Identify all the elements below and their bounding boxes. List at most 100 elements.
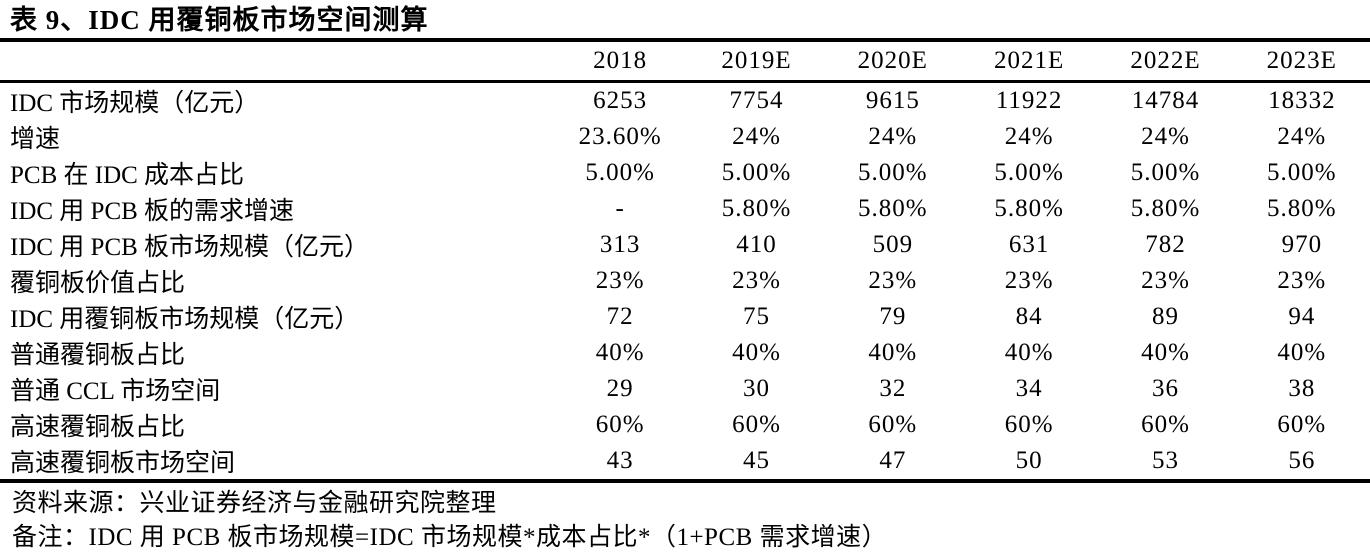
table-row: PCB 在 IDC 成本占比 5.00% 5.00% 5.00% 5.00% 5.00% 5… (0, 155, 1370, 191)
cell-value: 18332 (1268, 86, 1336, 114)
cell-value: 5.80% (858, 194, 928, 222)
cell-value: 5.00% (1267, 158, 1337, 186)
cell-value: 7754 (729, 86, 784, 114)
cell-value: 50 (1015, 446, 1043, 474)
table-row: 覆铜板价值占比 23% 23% 23% 23% 23% 23% (0, 263, 1370, 299)
cell-value: 60% (1004, 410, 1054, 438)
row-label: IDC 市场规模（亿元） (10, 89, 260, 117)
cell-value: 23% (1277, 266, 1327, 294)
cell-value: 29 (606, 374, 634, 402)
row-label: 高速覆铜板占比 (10, 413, 186, 441)
cell-value: 11922 (995, 86, 1063, 114)
row-label: 覆铜板价值占比 (10, 269, 186, 297)
cell-value: 24% (868, 122, 918, 150)
cell-value: 40% (868, 338, 918, 366)
cell-value: 23.60% (578, 122, 662, 150)
cell-value: 5.80% (1267, 194, 1337, 222)
row-label: IDC 用 PCB 板的需求增速 (10, 197, 295, 225)
table-title: 表 9、IDC 用覆铜板市场空间测算 (10, 5, 429, 35)
cell-value: 5.80% (721, 194, 792, 222)
column-header-year: 2020E (857, 46, 928, 74)
calculation-note: 备注：IDC 用 PCB 板市场规模=IDC 市场规模*成本占比*（1+PCB … (12, 523, 888, 551)
row-label: 高速覆铜板市场空间 (10, 449, 236, 477)
table-row: IDC 用 PCB 板的需求增速 - 5.80% 5.80% 5.80% 5.80% 5.8… (0, 191, 1370, 227)
table-row: IDC 用 PCB 板市场规模（亿元） 313 410 509 631 782 970 (0, 227, 1370, 263)
cell-value: 23% (1004, 266, 1054, 294)
cell-value: 32 (879, 374, 907, 402)
cell-value: 24% (1141, 122, 1190, 150)
cell-value: 60% (1141, 410, 1190, 438)
cell-value: 5.00% (858, 158, 928, 186)
cell-value: 5.80% (994, 194, 1064, 222)
cell-value: 24% (732, 122, 781, 150)
cell-value: 5.80% (1130, 194, 1201, 222)
cell-value: 40% (732, 338, 781, 366)
cell-value: 60% (732, 410, 781, 438)
table-row: 普通 CCL 市场空间 29 30 32 34 36 38 (0, 371, 1370, 407)
source-note: 资料来源：兴业证券经济与金融研究院整理 (12, 489, 497, 517)
column-header-year: 2019E (721, 46, 792, 74)
column-header-year: 2023E (1266, 46, 1337, 74)
cell-value: 9615 (865, 86, 920, 114)
table-row: 高速覆铜板占比 60% 60% 60% 60% 60% 60% (0, 407, 1370, 443)
cell-value: 38 (1288, 374, 1316, 402)
cell-value: 40% (595, 338, 645, 366)
cell-value: 23% (595, 266, 645, 294)
market-estimation-table: 2018 2019E 2020E 2021E 2022E 2023E IDC 市场规模（亿… (0, 42, 1370, 483)
row-label: 普通 CCL 市场空间 (10, 377, 221, 405)
cell-value: 24% (1277, 122, 1327, 150)
column-header-year: 2022E (1130, 46, 1201, 74)
cell-value: 47 (879, 446, 907, 474)
cell-value: 23% (1141, 266, 1190, 294)
table-row: IDC 用覆铜板市场规模（亿元） 72 75 79 84 89 94 (0, 299, 1370, 335)
row-label: IDC 用覆铜板市场规模（亿元） (10, 305, 360, 333)
cell-value: 60% (868, 410, 918, 438)
cell-value: 23% (732, 266, 781, 294)
cell-value: 79 (879, 302, 907, 330)
cell-value: 72 (606, 302, 634, 330)
cell-value: 313 (599, 230, 641, 258)
table-header-row: 2018 2019E 2020E 2021E 2022E 2023E (0, 42, 1370, 81)
cell-value: 782 (1145, 230, 1186, 258)
cell-value: 45 (742, 446, 770, 474)
cell-value: 84 (1015, 302, 1043, 330)
cell-value: 75 (742, 302, 770, 330)
cell-value: 5.00% (585, 158, 655, 186)
cell-value: 24% (1004, 122, 1054, 150)
table-row: IDC 市场规模（亿元） 6253 7754 9615 11922 14784 18332 (0, 81, 1370, 119)
cell-value: 53 (1151, 446, 1179, 474)
cell-value: 30 (742, 374, 770, 402)
row-label: 普通覆铜板占比 (10, 341, 186, 369)
cell-value: 14784 (1131, 86, 1200, 114)
row-label: 增速 (10, 125, 61, 153)
column-header-year: 2018 (593, 46, 648, 74)
table-row: 普通覆铜板占比 40% 40% 40% 40% 40% 40% (0, 335, 1370, 371)
cell-value: 89 (1151, 302, 1179, 330)
cell-value: 410 (736, 230, 777, 258)
title-rule-divider (0, 38, 1370, 42)
table-row: 高速覆铜板市场空间 43 45 47 50 53 56 (0, 443, 1370, 481)
cell-value: 60% (595, 410, 645, 438)
table-head: 2018 2019E 2020E 2021E 2022E 2023E (0, 42, 1370, 81)
row-label: IDC 用 PCB 板市场规模（亿元） (10, 233, 370, 261)
cell-value: 5.00% (1130, 158, 1201, 186)
cell-value: 509 (872, 230, 914, 258)
column-header-year: 2021E (994, 46, 1065, 74)
cell-value: 34 (1015, 374, 1043, 402)
cell-value: 23% (868, 266, 918, 294)
table-body: IDC 市场规模（亿元） 6253 7754 9615 11922 14784 18332 增… (0, 81, 1370, 481)
cell-value: - (615, 194, 625, 222)
cell-value: 970 (1281, 230, 1323, 258)
cell-value: 5.00% (721, 158, 792, 186)
cell-value: 631 (1008, 230, 1050, 258)
cell-value: 40% (1277, 338, 1327, 366)
row-label: PCB 在 IDC 成本占比 (10, 161, 245, 189)
cell-value: 6253 (593, 86, 648, 114)
cell-value: 43 (606, 446, 634, 474)
cell-value: 36 (1151, 374, 1179, 402)
cell-value: 40% (1141, 338, 1190, 366)
cell-value: 5.00% (994, 158, 1064, 186)
cell-value: 94 (1288, 302, 1316, 330)
cell-value: 40% (1004, 338, 1054, 366)
